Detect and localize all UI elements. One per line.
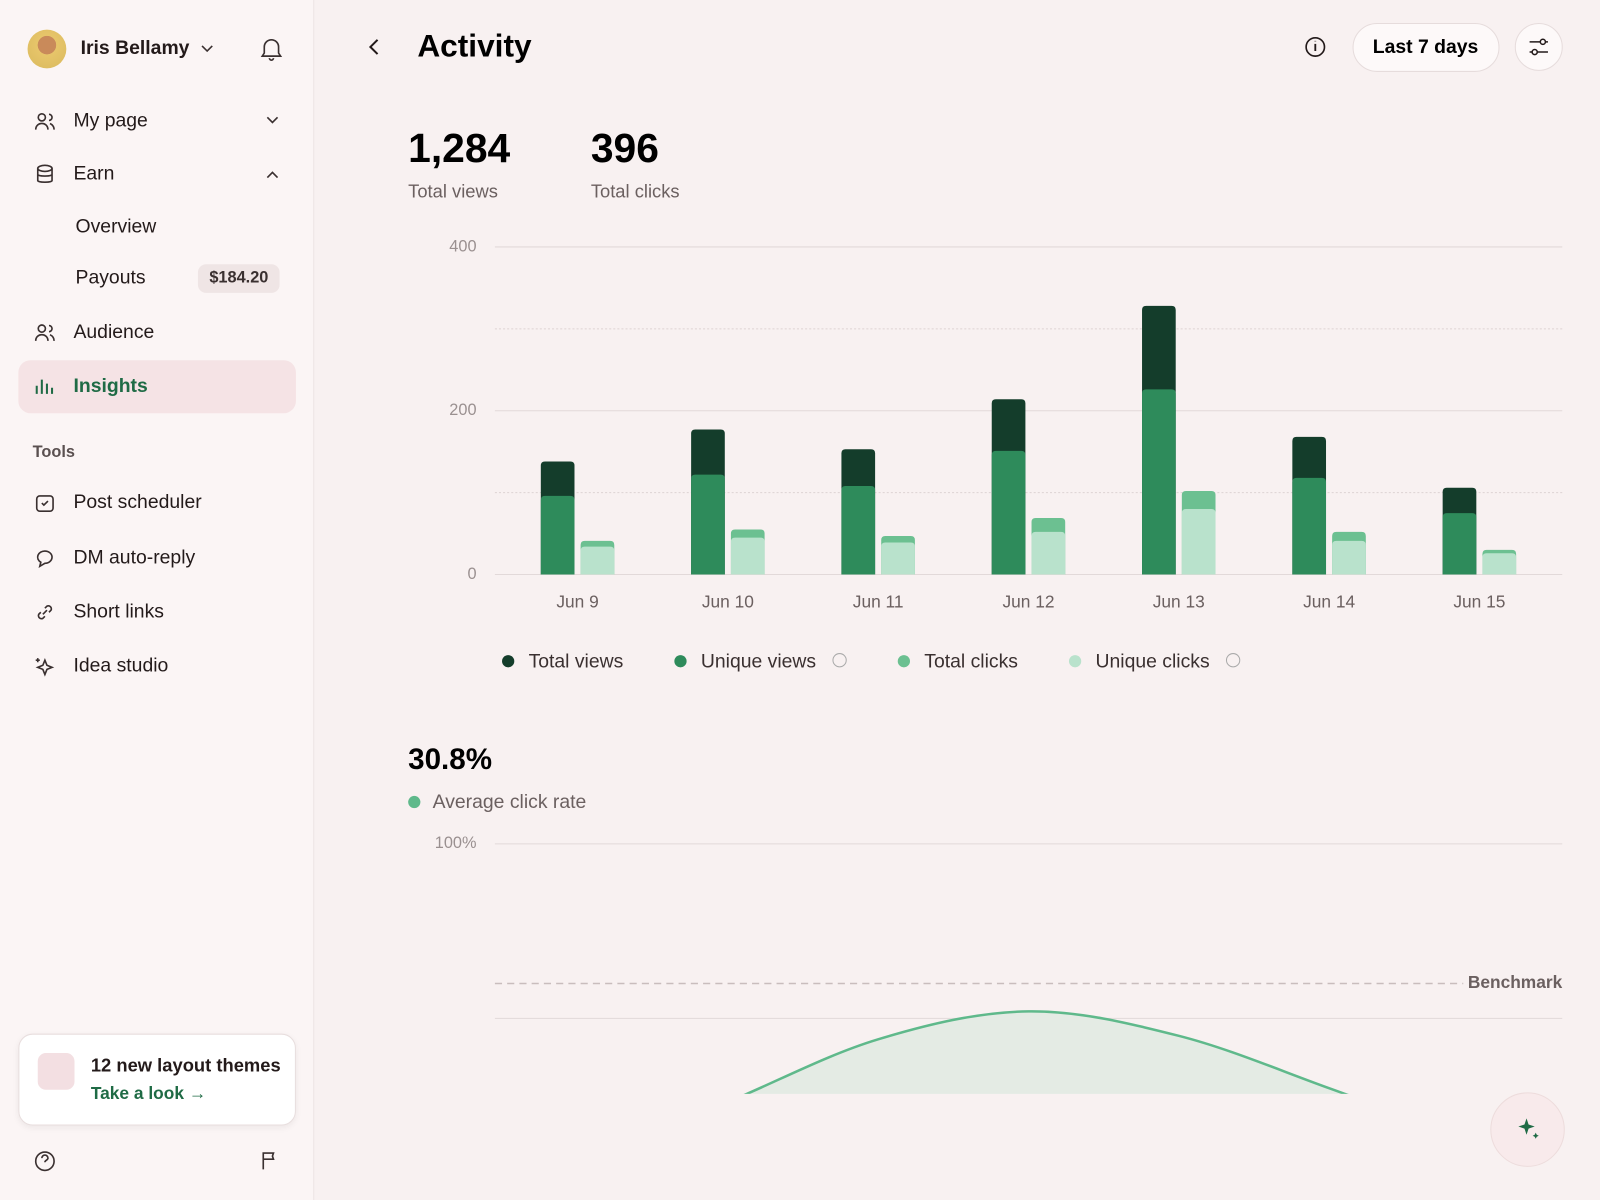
bar <box>1181 508 1216 575</box>
info-button[interactable] <box>1305 36 1326 57</box>
bar <box>691 474 725 575</box>
legend-swatch <box>502 655 515 668</box>
range-label: Last 7 days <box>1373 36 1479 58</box>
bar <box>540 495 575 575</box>
nav-label: Post scheduler <box>73 491 202 514</box>
legend-swatch <box>408 795 421 809</box>
bar <box>1292 477 1327 575</box>
nav-item[interactable]: Post scheduler <box>18 478 296 529</box>
x-tick-label: Jun 9 <box>556 592 598 612</box>
nav-label: DM auto-reply <box>73 546 196 569</box>
info-icon <box>1225 653 1241 668</box>
y-tick-label: 400 <box>449 237 476 255</box>
bar <box>580 546 615 575</box>
bar <box>1031 531 1066 575</box>
stat-value: 1,284 <box>408 125 510 171</box>
nav-item[interactable]: Audience <box>18 307 296 358</box>
nav-label: Overview <box>75 216 157 238</box>
nav-label: Earn <box>73 163 115 185</box>
x-tick-label: Jun 12 <box>1002 592 1054 612</box>
x-tick-label: Jun 15 <box>1453 592 1505 612</box>
stat-value: 396 <box>591 125 659 171</box>
user-name[interactable]: Iris Bellamy <box>80 37 190 60</box>
nav-item[interactable]: Payouts $184.20 <box>18 253 296 304</box>
benchmark-label: Benchmark <box>1468 972 1563 992</box>
nav-item[interactable]: Insights <box>18 360 296 414</box>
range-button[interactable] <box>1352 22 1500 72</box>
nav-label: Payouts <box>75 267 146 289</box>
icons <box>34 39 283 1172</box>
nav-item[interactable]: My page <box>18 96 296 147</box>
bar <box>991 450 1026 575</box>
x-tick-label: Jun 13 <box>1153 592 1205 612</box>
stat-label: Total clicks <box>591 181 680 202</box>
nav-item[interactable]: Idea studio <box>18 641 296 692</box>
legend-swatch <box>674 655 687 668</box>
stat-label: Total views <box>408 181 498 202</box>
bar <box>730 537 765 575</box>
x-tick-label: Jun 10 <box>702 592 754 612</box>
nav-label: Short links <box>73 601 164 623</box>
legend-label: Average click rate <box>433 791 587 813</box>
bar <box>1482 553 1517 575</box>
legend-swatch <box>1068 655 1082 668</box>
legend-label: Total clicks <box>924 650 1018 672</box>
x-tick-label: Jun 14 <box>1303 592 1355 612</box>
bar <box>1332 540 1366 575</box>
x-tick-label: Jun 11 <box>853 592 904 612</box>
info-icon <box>832 653 847 668</box>
legend-swatch <box>897 655 910 668</box>
promo-link[interactable]: Take a look → <box>90 1083 207 1104</box>
line <box>743 1010 1349 1094</box>
nav-label: Audience <box>73 321 155 343</box>
legend-label: Total views <box>529 650 624 672</box>
bar <box>1142 389 1176 575</box>
legend-label: Unique clicks <box>1096 650 1210 672</box>
promo-card[interactable]: 12 new layout themes Take a look → <box>18 1033 296 1126</box>
nav-item[interactable]: Earn <box>18 149 296 200</box>
y-tick-label: 200 <box>449 401 476 419</box>
filter-glyph <box>1531 48 1539 56</box>
nav-item[interactable]: Overview <box>18 202 296 253</box>
area <box>746 1011 1345 1094</box>
nav-item[interactable]: DM auto-reply <box>18 533 296 584</box>
badge: $184.20 <box>198 264 280 293</box>
promo-icon <box>37 1053 75 1090</box>
legend-label: Unique views <box>701 650 816 672</box>
sidebar: Iris Bellamy My page Earn Overview Payou… <box>0 0 315 1200</box>
plot <box>743 1010 1349 1094</box>
filter-button[interactable] <box>1514 22 1563 71</box>
page-title: Activity <box>417 27 532 63</box>
link-text: Take a look <box>90 1083 185 1104</box>
y-tick-label: 0 <box>467 565 476 583</box>
filter-glyph <box>1539 38 1547 46</box>
nav-label: Insights <box>73 375 148 397</box>
bar <box>881 542 915 575</box>
bar <box>841 486 876 575</box>
section-heading: Tools <box>32 443 75 462</box>
nav-label: Idea studio <box>73 655 169 677</box>
y-tick-label: 100% <box>435 834 477 852</box>
promo-title: 12 new layout themes <box>90 1055 281 1076</box>
nav-item[interactable]: Short links <box>18 587 296 638</box>
headline: 30.8% <box>408 743 492 776</box>
nav-label: My page <box>73 110 148 132</box>
bar <box>1442 513 1477 575</box>
avatar <box>27 29 67 69</box>
back-button[interactable] <box>368 39 379 55</box>
